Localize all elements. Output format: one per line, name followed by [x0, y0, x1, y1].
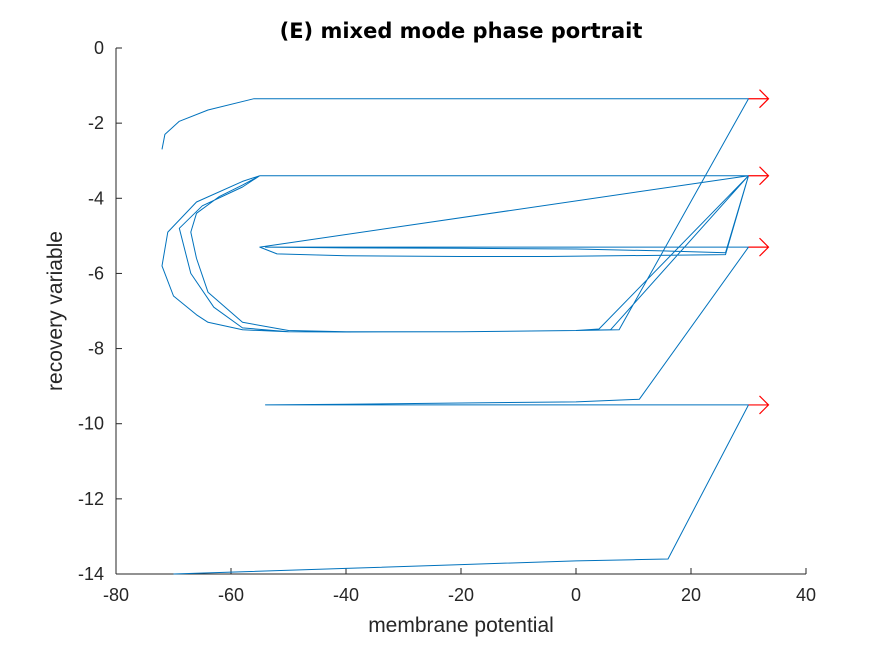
- x-tick-label: -40: [333, 585, 359, 605]
- y-tick-label: -6: [88, 263, 104, 283]
- x-tick-label: -80: [103, 585, 129, 605]
- y-tick-label: 0: [94, 38, 104, 58]
- y-tick-label: -12: [78, 489, 104, 509]
- x-tick-label: -60: [218, 585, 244, 605]
- spike-arrow: [748, 395, 770, 415]
- spike-arrow: [748, 89, 770, 109]
- trajectory-line: [161, 98, 749, 575]
- x-tick-label: 40: [796, 585, 816, 605]
- tick-labels: -80 -60 -40 -20 0 20 40 0 -2 -4 -6 -8 -10 -12 -14: [78, 38, 816, 605]
- y-tick-label: -4: [88, 188, 104, 208]
- axes: [115, 47, 807, 575]
- y-axis-label: recovery variable: [44, 231, 67, 391]
- y-tick-label: -10: [78, 414, 104, 434]
- x-tick-label: 0: [571, 585, 581, 605]
- y-tick-label: -2: [88, 113, 104, 133]
- spike-arrow-shape: [748, 237, 770, 257]
- y-tick-label: -8: [88, 339, 104, 359]
- plot-area: [161, 89, 770, 575]
- x-tick-label: -20: [448, 585, 474, 605]
- x-axis-label: membrane potential: [368, 614, 554, 637]
- chart-title: (E) mixed mode phase portrait: [280, 19, 643, 43]
- spike-arrow-shape: [748, 166, 770, 186]
- spike-arrow-shape: [748, 395, 770, 415]
- spike-arrow-shape: [748, 89, 770, 109]
- spike-arrow: [748, 166, 770, 186]
- x-tick-label: 20: [681, 585, 701, 605]
- spike-arrow: [748, 237, 770, 257]
- y-tick-label: -14: [78, 564, 104, 584]
